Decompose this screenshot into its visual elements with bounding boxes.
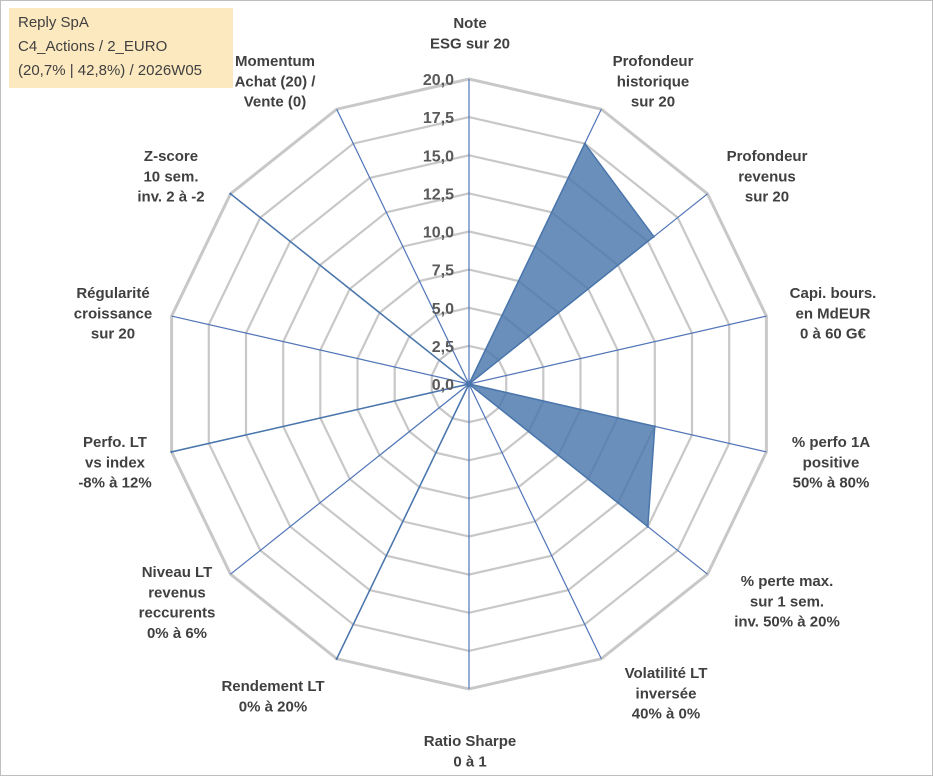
tick-label: 0,0 xyxy=(432,377,454,394)
category-label-line: vs index xyxy=(85,454,146,471)
radar-spoke xyxy=(468,383,602,660)
category-label-line: % perte max. xyxy=(741,573,834,590)
category-label-line: 0 à 60 G€ xyxy=(800,326,867,343)
category-label-line: 10 sem. xyxy=(143,168,198,185)
category-label-line: Achat (20) / xyxy=(235,73,317,90)
tick-label: 15,0 xyxy=(423,148,454,165)
data-point xyxy=(335,657,338,660)
category-label-line: inv. 2 à -2 xyxy=(137,189,204,206)
classification-label: C4_Actions / 2_EURO xyxy=(18,38,168,55)
category-label-line: Profondeur xyxy=(727,148,808,165)
category-label: Note ESG sur 20 xyxy=(430,15,510,52)
category-label: Profondeur revenus sur 20 xyxy=(727,148,808,206)
category-label-line: sur 1 sem. xyxy=(750,593,824,610)
category-label: Capi. bours. en MdEUR 0 à 60 G€ xyxy=(790,285,877,343)
category-label-line: Niveau LT xyxy=(142,564,213,581)
category-label-line: inv. 50% à 20% xyxy=(734,614,840,631)
info-box: Reply SpA C4_Actions / 2_EURO (20,7% | 4… xyxy=(9,8,233,88)
category-label-line: positive xyxy=(803,454,860,471)
category-label-line: reccurents xyxy=(139,605,216,622)
category-label-line: revenus xyxy=(148,584,206,601)
category-label-line: Z-score xyxy=(144,148,198,165)
data-point xyxy=(229,192,232,195)
category-label-line: Perfo. LT xyxy=(83,434,147,451)
tick-label: 7,5 xyxy=(432,263,454,280)
category-label-line: 40% à 0% xyxy=(632,706,700,723)
category-label-line: sur 20 xyxy=(631,94,675,111)
tick-label: 17,5 xyxy=(423,110,454,127)
category-label-line: % perfo 1A xyxy=(792,434,871,451)
category-label-line: 0% à 20% xyxy=(239,698,307,715)
radar-spoke xyxy=(230,383,470,575)
category-label-line: -8% à 12% xyxy=(78,475,151,492)
category-label-line: 50% à 80% xyxy=(793,475,870,492)
data-point xyxy=(467,382,471,386)
category-label-line: sur 20 xyxy=(91,326,135,343)
tick-label: 5,0 xyxy=(432,301,454,318)
category-label: Régularité croissance sur 20 xyxy=(74,285,152,343)
category-label: Niveau LT revenus reccurents 0% à 6% xyxy=(139,564,216,642)
tick-label: 12,5 xyxy=(423,186,454,203)
category-label-line: Capi. bours. xyxy=(790,285,877,302)
category-label-line: Momentum xyxy=(235,53,315,70)
category-label-line: ESG sur 20 xyxy=(430,35,510,52)
category-label-line: Ratio Sharpe xyxy=(424,733,517,750)
data-point xyxy=(170,450,173,454)
category-label-line: historique xyxy=(617,73,690,90)
category-label: % perfo 1A positive 50% à 80% xyxy=(792,434,871,492)
category-label-line: revenus xyxy=(738,168,796,185)
category-label: Ratio Sharpe 0 à 1 xyxy=(424,733,517,770)
category-label-line: Note xyxy=(453,15,486,32)
category-label-line: 0 à 1 xyxy=(453,753,486,770)
data-point xyxy=(646,525,649,528)
data-point xyxy=(583,142,586,145)
category-label-line: Régularité xyxy=(76,285,149,302)
category-label: Rendement LT 0% à 20% xyxy=(221,678,324,715)
category-label-line: 0% à 6% xyxy=(147,625,207,642)
data-point xyxy=(653,425,656,428)
category-label: Momentum Achat (20) / Vente (0) xyxy=(235,53,317,111)
radar-spoke xyxy=(468,315,767,385)
category-label: Volatilité LT inversée 40% à 0% xyxy=(625,665,708,723)
category-labels: Note ESG sur 20 Profondeur historique sur 20… xyxy=(74,15,877,770)
tick-label: 2,5 xyxy=(432,339,454,356)
category-label: Z-score 10 sem. inv. 2 à -2 xyxy=(137,148,204,206)
series-area xyxy=(170,142,656,660)
category-label-line: sur 20 xyxy=(745,189,789,206)
stats-label: (20,7% | 42,8%) / 2026W05 xyxy=(18,62,202,79)
category-label: % perte max. sur 1 sem. inv. 50% à 20% xyxy=(734,573,840,631)
radar-spoke xyxy=(336,108,470,385)
data-point xyxy=(652,235,655,238)
category-label-line: croissance xyxy=(74,305,152,322)
category-label-line: Volatilité LT xyxy=(625,665,708,682)
category-label: Profondeur historique sur 20 xyxy=(613,53,694,111)
radar-spoke xyxy=(171,315,470,385)
company-name: Reply SpA xyxy=(18,14,89,31)
radial-tick-labels: 0,0 2,5 5,0 7,5 10,0 12,5 15,0 17,5 20,0 xyxy=(423,72,454,394)
category-label-line: en MdEUR xyxy=(796,305,871,322)
category-label: Perfo. LT vs index -8% à 12% xyxy=(78,434,151,492)
tick-label: 20,0 xyxy=(423,72,454,89)
tick-label: 10,0 xyxy=(423,225,454,242)
category-label-line: Rendement LT xyxy=(221,678,324,695)
category-label-line: inversée xyxy=(636,685,697,702)
radar-series xyxy=(170,142,656,660)
category-label-line: Vente (0) xyxy=(244,94,307,111)
category-label-line: Profondeur xyxy=(613,53,694,70)
